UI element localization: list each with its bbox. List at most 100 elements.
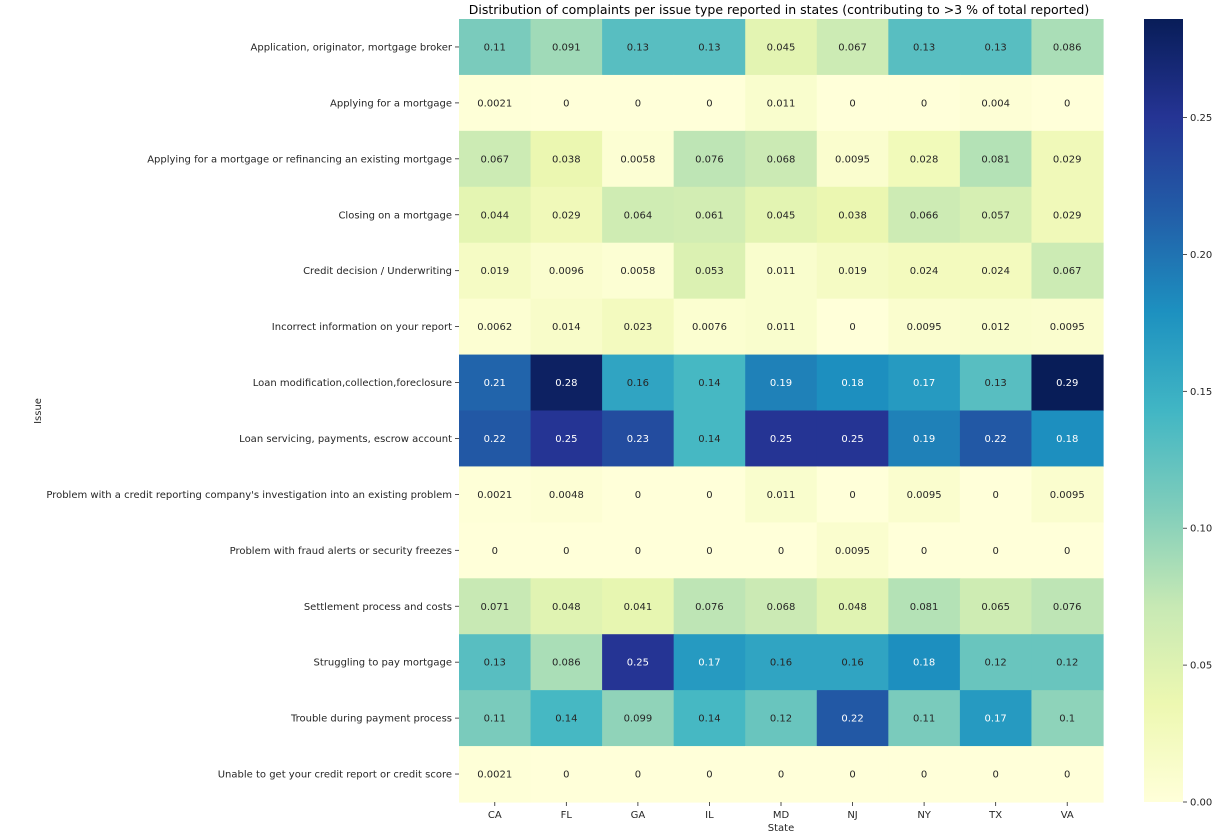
cell-value-label: 0 bbox=[921, 546, 927, 557]
cell-value-label: 0.076 bbox=[1053, 602, 1082, 613]
x-tick-label: TX bbox=[988, 810, 1002, 821]
heatmap-cell bbox=[1031, 522, 1104, 579]
heatmap-cell bbox=[530, 242, 603, 300]
heatmap-cell bbox=[602, 186, 675, 244]
cell-value-label: 0.14 bbox=[698, 714, 720, 725]
cell-value-label: 0.011 bbox=[767, 322, 796, 333]
x-tick-label: IL bbox=[705, 810, 714, 821]
heatmap-cell bbox=[530, 522, 603, 579]
cell-value-label: 0 bbox=[921, 770, 927, 781]
cell-value-label: 0.25 bbox=[627, 658, 649, 669]
heatmap-cell bbox=[816, 242, 889, 300]
heatmap-cell bbox=[1031, 186, 1104, 244]
x-tick-label: MD bbox=[773, 810, 790, 821]
heatmap-cells bbox=[459, 19, 1104, 803]
heatmap-cell bbox=[1031, 746, 1104, 803]
cell-value-label: 0.0058 bbox=[620, 266, 655, 277]
cell-value-label: 0.0021 bbox=[477, 490, 512, 501]
heatmap-cell bbox=[959, 578, 1033, 635]
heatmap-cell bbox=[745, 522, 818, 579]
cell-value-label: 0.17 bbox=[985, 714, 1007, 725]
cell-value-label: 0.024 bbox=[981, 266, 1010, 277]
heatmap-cell bbox=[459, 634, 532, 691]
heatmap-cell bbox=[602, 746, 675, 803]
cell-value-label: 0.011 bbox=[767, 266, 796, 277]
heatmap-cell bbox=[816, 634, 889, 691]
cell-value-label: 0.19 bbox=[913, 434, 935, 445]
x-tick-label: NY bbox=[917, 810, 931, 821]
cell-value-label: 0 bbox=[706, 490, 712, 501]
cell-value-label: 0 bbox=[1064, 546, 1070, 557]
cell-value-label: 0 bbox=[849, 770, 855, 781]
cell-value-label: 0.12 bbox=[985, 658, 1007, 669]
cell-value-label: 0.086 bbox=[1053, 42, 1082, 53]
cell-value-label: 0.0058 bbox=[620, 154, 655, 165]
heatmap-cell bbox=[959, 130, 1033, 188]
heatmap-cell bbox=[673, 354, 746, 412]
heatmap-cell bbox=[888, 130, 961, 188]
heatmap-cell bbox=[888, 466, 961, 523]
heatmap-cell bbox=[530, 410, 603, 468]
heatmap-cell bbox=[816, 746, 889, 803]
x-tick-label: GA bbox=[631, 810, 646, 821]
heatmap-cell bbox=[1031, 74, 1104, 132]
heatmap-cell bbox=[816, 690, 889, 747]
cell-value-label: 0.044 bbox=[480, 210, 509, 221]
cell-value-label: 0.012 bbox=[981, 322, 1010, 333]
cell-value-label: 0.18 bbox=[1056, 434, 1078, 445]
cell-value-label: 0 bbox=[849, 490, 855, 501]
y-axis-label: Issue bbox=[33, 398, 44, 424]
x-tick-label: VA bbox=[1061, 810, 1074, 821]
heatmap-cell bbox=[459, 242, 532, 300]
heatmap-cell bbox=[959, 690, 1033, 747]
cell-value-label: 0 bbox=[921, 98, 927, 109]
cell-value-label: 0 bbox=[1064, 770, 1070, 781]
heatmap-cell bbox=[530, 746, 603, 803]
heatmap-cell bbox=[673, 298, 746, 356]
heatmap-cell bbox=[673, 522, 746, 579]
heatmap-cell bbox=[459, 466, 532, 523]
cell-value-label: 0 bbox=[992, 770, 998, 781]
cell-value-label: 0.19 bbox=[770, 378, 792, 389]
cell-value-label: 0.057 bbox=[981, 210, 1010, 221]
heatmap-cell bbox=[959, 522, 1033, 579]
heatmap-cell bbox=[1031, 410, 1104, 468]
colorbar-tick-label: 0.25 bbox=[1190, 113, 1212, 124]
cell-value-label: 0.038 bbox=[838, 210, 867, 221]
heatmap-cell bbox=[959, 634, 1033, 691]
cell-value-label: 0.038 bbox=[552, 154, 581, 165]
heatmap-cell bbox=[959, 242, 1033, 300]
heatmap-cell bbox=[1031, 298, 1104, 356]
colorbar-tick-label: 0.20 bbox=[1190, 250, 1212, 261]
heatmap-cell bbox=[745, 466, 818, 523]
heatmap-cell bbox=[888, 746, 961, 803]
heatmap-cell bbox=[888, 634, 961, 691]
y-tick-label: Settlement process and costs bbox=[304, 602, 452, 613]
cell-value-label: 0.048 bbox=[552, 602, 581, 613]
cell-value-label: 0.048 bbox=[838, 602, 867, 613]
y-tick-label: Problem with fraud alerts or security fr… bbox=[230, 546, 452, 557]
cell-value-label: 0.091 bbox=[552, 42, 581, 53]
heatmap-cell bbox=[816, 466, 889, 523]
cell-value-label: 0.0021 bbox=[477, 98, 512, 109]
heatmap-cell bbox=[959, 466, 1033, 523]
cell-value-label: 0 bbox=[635, 98, 641, 109]
colorbar-tick-label: 0.05 bbox=[1190, 661, 1212, 672]
cell-value-label: 0.053 bbox=[695, 266, 724, 277]
heatmap-cell bbox=[816, 74, 889, 132]
heatmap-cell bbox=[602, 466, 675, 523]
cell-value-label: 0.13 bbox=[985, 378, 1007, 389]
cell-value-label: 0 bbox=[849, 322, 855, 333]
cell-value-label: 0.023 bbox=[624, 322, 653, 333]
cell-value-label: 0.16 bbox=[841, 658, 863, 669]
heatmap-cell bbox=[602, 578, 675, 635]
y-tick-label: Application, originator, mortgage broker bbox=[251, 42, 453, 53]
cell-value-label: 0.14 bbox=[555, 714, 577, 725]
cell-value-label: 0.13 bbox=[627, 42, 649, 53]
heatmap-cell bbox=[745, 19, 818, 76]
y-tick-label: Incorrect information on your report bbox=[272, 322, 452, 333]
heatmap-cell bbox=[459, 354, 532, 412]
heatmap-cell bbox=[602, 354, 675, 412]
heatmap-cell bbox=[745, 634, 818, 691]
heatmap-cell bbox=[816, 186, 889, 244]
